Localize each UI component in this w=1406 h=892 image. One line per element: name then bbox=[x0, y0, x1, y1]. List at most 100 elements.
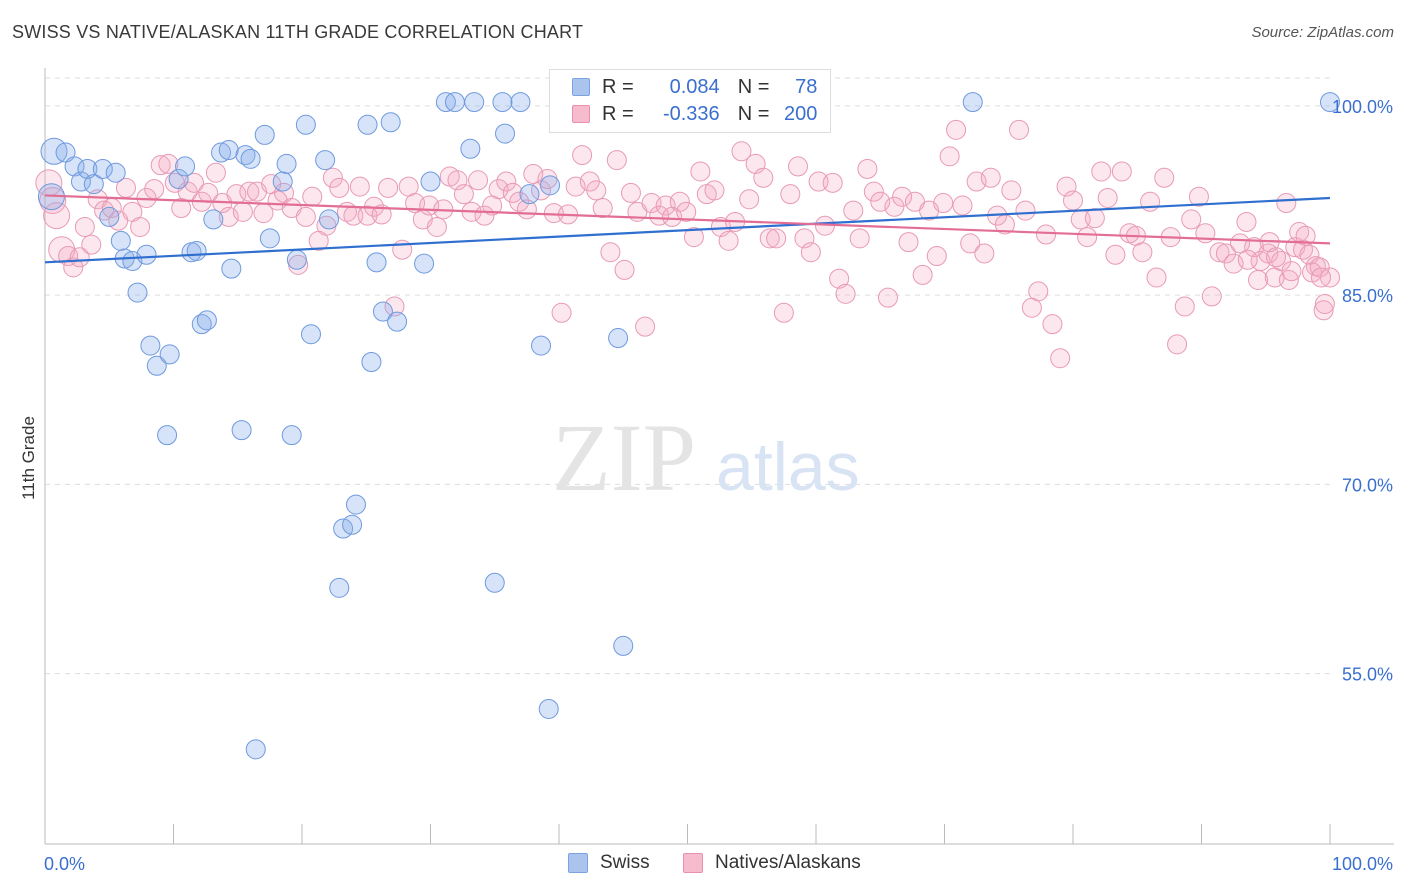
swiss-point bbox=[159, 344, 180, 365]
swiss-point bbox=[492, 92, 513, 113]
natives-point bbox=[676, 201, 697, 222]
swiss-point bbox=[531, 335, 552, 356]
bottom-legend-natives[interactable]: Natives/Alaskans bbox=[683, 852, 861, 874]
swiss-point bbox=[540, 175, 561, 196]
legend-swatch-natives bbox=[572, 105, 590, 123]
swiss-point bbox=[196, 310, 217, 331]
natives-point bbox=[378, 177, 399, 198]
natives-point bbox=[690, 161, 711, 182]
natives-point bbox=[1009, 119, 1030, 140]
legend-label-natives: Natives/Alaskans bbox=[715, 852, 861, 873]
swiss-point bbox=[105, 162, 126, 183]
legend-n-label: N = bbox=[737, 75, 770, 98]
swiss-point bbox=[315, 150, 336, 171]
swiss-point bbox=[136, 244, 157, 265]
natives-point bbox=[753, 167, 774, 188]
natives-point bbox=[1015, 200, 1036, 221]
natives-point bbox=[635, 316, 656, 337]
natives-point bbox=[158, 153, 179, 174]
natives-point bbox=[1084, 208, 1105, 229]
natives-point bbox=[829, 268, 850, 289]
legend-swatch-swiss bbox=[568, 853, 588, 873]
swiss-point bbox=[318, 209, 339, 230]
natives-point bbox=[863, 181, 884, 202]
swiss-point bbox=[460, 138, 481, 159]
natives-point bbox=[1091, 161, 1112, 182]
swiss-point bbox=[99, 206, 120, 227]
natives-point bbox=[1266, 247, 1287, 268]
natives-point bbox=[926, 246, 947, 267]
natives-point bbox=[1201, 286, 1222, 307]
swiss-point bbox=[110, 230, 131, 251]
natives-point bbox=[184, 172, 205, 193]
natives-point bbox=[1001, 180, 1022, 201]
natives-point bbox=[1167, 334, 1188, 355]
natives-point bbox=[239, 181, 260, 202]
natives-point bbox=[731, 141, 752, 162]
natives-point bbox=[1188, 186, 1209, 207]
legend-r-label: R = bbox=[602, 102, 634, 125]
natives-point bbox=[496, 171, 517, 192]
natives-point bbox=[1111, 161, 1132, 182]
natives-point bbox=[980, 167, 1001, 188]
natives-point bbox=[81, 234, 102, 255]
natives-point bbox=[1311, 267, 1332, 288]
swiss-point bbox=[342, 514, 363, 535]
natives-point bbox=[912, 264, 933, 285]
natives-trendline bbox=[44, 194, 1331, 245]
natives-point bbox=[1309, 257, 1330, 278]
legend-row-natives: R = -0.336 N = 200 bbox=[572, 102, 817, 126]
natives-point bbox=[773, 302, 794, 323]
natives-point bbox=[960, 233, 981, 254]
swiss-point bbox=[240, 148, 261, 169]
natives-point bbox=[592, 198, 613, 219]
natives-point bbox=[739, 189, 760, 210]
swiss-point bbox=[276, 153, 297, 174]
swiss-trendline bbox=[44, 196, 1331, 264]
natives-point bbox=[1236, 211, 1257, 232]
swiss-point bbox=[92, 158, 113, 179]
swiss-point bbox=[55, 142, 76, 163]
swiss-point bbox=[538, 698, 559, 719]
natives-point bbox=[606, 150, 627, 171]
natives-point bbox=[800, 242, 821, 263]
natives-point bbox=[704, 180, 725, 201]
natives-point bbox=[1276, 193, 1297, 214]
legend-n-value: 200 bbox=[784, 102, 818, 125]
swiss-point bbox=[380, 112, 401, 133]
swiss-point bbox=[77, 158, 98, 179]
natives-point bbox=[1146, 267, 1167, 288]
natives-point bbox=[1042, 314, 1063, 335]
swiss-point bbox=[203, 209, 224, 230]
x-tick-label: 100.0% bbox=[1332, 854, 1393, 874]
natives-point bbox=[1215, 243, 1236, 264]
natives-point bbox=[295, 206, 316, 227]
swiss-point bbox=[366, 252, 387, 273]
natives-point bbox=[1174, 296, 1195, 317]
natives-point bbox=[1097, 187, 1118, 208]
swiss-point bbox=[211, 142, 232, 163]
natives-point bbox=[1105, 244, 1126, 265]
natives-point bbox=[302, 186, 323, 207]
natives-point bbox=[939, 146, 960, 167]
swiss-point bbox=[83, 174, 104, 195]
natives-point bbox=[898, 232, 919, 253]
natives-point bbox=[509, 191, 530, 212]
legend-n-label: N = bbox=[737, 102, 770, 125]
swiss-point bbox=[420, 171, 441, 192]
swiss-point bbox=[329, 577, 350, 598]
gridlines bbox=[45, 77, 1330, 675]
swiss-point bbox=[414, 253, 435, 274]
natives-point bbox=[952, 195, 973, 216]
swiss-point bbox=[64, 156, 85, 177]
natives-point bbox=[600, 242, 621, 263]
natives-point bbox=[1050, 348, 1071, 369]
natives-point bbox=[468, 170, 489, 191]
swiss-point bbox=[510, 92, 531, 113]
natives-point bbox=[780, 184, 801, 205]
swiss-point bbox=[245, 739, 266, 760]
chart-title: SWISS VS NATIVE/ALASKAN 11TH GRADE CORRE… bbox=[12, 22, 584, 42]
bottom-legend-swiss[interactable]: Swiss bbox=[568, 852, 650, 874]
watermark-zip: ZIP bbox=[552, 404, 696, 511]
